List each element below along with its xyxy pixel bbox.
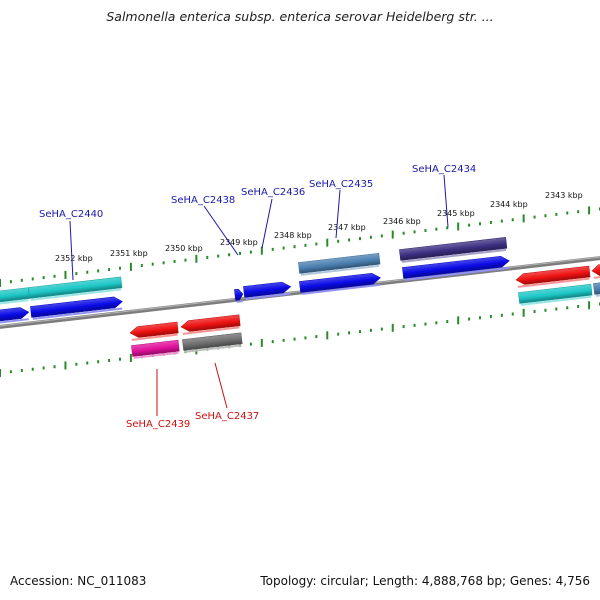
cyan-gene-block-rim [520, 295, 592, 306]
gray-gene-block [182, 332, 243, 353]
callout-line [335, 189, 341, 239]
red-gene-arrow-rim [182, 326, 240, 335]
red-gene-arrow-shape [591, 263, 600, 276]
features [0, 237, 600, 359]
steelblue-gene-block-rim [300, 264, 380, 276]
indigo-gene-block-rim [401, 248, 507, 263]
callout-line [261, 198, 273, 249]
red-gene-arrow-shape [180, 314, 241, 332]
blue-gene-arrow [243, 281, 292, 300]
red-gene-arrow [515, 265, 591, 288]
blue-gene-arrow-shape [234, 288, 244, 301]
blue-gene-arrow [402, 255, 510, 281]
steelblue-gene-block-rim [595, 293, 600, 297]
blue-gene-arrow [30, 296, 123, 320]
blue-gene-arrow-shape [243, 281, 292, 298]
gene-label: SeHA_C2439 [126, 419, 190, 430]
red-gene-arrow-rim [131, 333, 178, 341]
gene-label: SeHA_C2438 [171, 195, 235, 206]
cyan-gene-block-rim [30, 288, 122, 301]
cyan-gene-block [28, 276, 123, 301]
red-gene-arrow-rim [517, 277, 590, 288]
callout-line [443, 174, 449, 228]
red-gene-arrow-shape [129, 321, 179, 338]
blue-gene-arrow-rim [32, 307, 123, 320]
cyan-gene-block-shape [28, 276, 123, 299]
tick-label: 2345 kbp [437, 209, 475, 218]
gene-label: SeHA_C2437 [195, 411, 259, 422]
callouts: SeHA_C2440 SeHA_C2438 SeHA_C2436 SeHA_C2435… [39, 164, 476, 430]
cyan-gene-block [0, 287, 30, 305]
tick-label: 2350 kbp [165, 244, 203, 253]
steelblue-gene-block-shape [593, 281, 600, 295]
steelblue-gene-block [298, 253, 381, 276]
tick-label: 2347 kbp [328, 223, 366, 232]
tick-label: 2349 kbp [220, 238, 258, 247]
red-gene-arrow [591, 263, 600, 279]
callout-line [203, 205, 239, 256]
steelblue-gene-block-shape [298, 253, 381, 274]
indigo-gene-block-shape [399, 237, 508, 261]
tick-label: 2348 kbp [274, 231, 312, 240]
callout-line [69, 220, 74, 281]
blue-gene-arrow-rim [0, 318, 29, 324]
red-gene-arrow-rim [593, 275, 600, 279]
gene-label: SeHA_C2434 [412, 164, 476, 175]
gene-label: SeHA_C2440 [39, 209, 103, 220]
map-title: Salmonella enterica subsp. enterica sero… [106, 9, 494, 24]
blue-gene-arrow-shape [299, 272, 381, 293]
gene-label: SeHA_C2435 [309, 179, 373, 190]
callout-line [214, 362, 228, 409]
magenta-gene-block-rim [133, 351, 179, 359]
tick-label: 2351 kbp [110, 249, 148, 258]
blue-gene-arrow-rim [301, 283, 381, 295]
steelblue-gene-block [593, 281, 600, 297]
red-gene-arrow [180, 314, 241, 335]
blue-gene-arrow-shape [0, 307, 30, 322]
tick-label: 2346 kbp [383, 217, 421, 226]
cyan-gene-block-rim [0, 299, 29, 305]
tick-label: 2352 kbp [55, 254, 93, 263]
magenta-gene-block-shape [131, 339, 180, 357]
blue-gene-arrow-shape [402, 255, 510, 279]
red-gene-arrow-shape [515, 265, 591, 285]
red-gene-arrow [129, 321, 179, 341]
cyan-gene-block [518, 283, 593, 306]
accession-label: Accession: NC_011083 [10, 574, 147, 588]
tick-label: 2344 kbp [490, 200, 528, 209]
gray-gene-block-rim [184, 344, 242, 353]
blue-gene-arrow-rim [404, 266, 510, 281]
ruler: 2352 kbp 2351 kbp 2350 kbp 2349 kbp 2348 kbp… [0, 191, 600, 377]
gray-gene-block-shape [182, 332, 243, 351]
blue-gene-arrow-rim [245, 292, 291, 300]
topology-label: Topology: circular; Length: 4,888,768 bp… [260, 574, 590, 588]
blue-gene-arrow-shape [30, 296, 123, 318]
blue-gene-arrow [234, 288, 244, 303]
gene-label: SeHA_C2436 [241, 187, 305, 198]
cyan-gene-block-shape [518, 283, 593, 304]
indigo-gene-block [399, 237, 508, 263]
blue-gene-arrow-rim [236, 300, 243, 303]
tick-label: 2343 kbp [545, 191, 583, 200]
blue-gene-arrow [0, 307, 30, 324]
magenta-gene-block [131, 339, 180, 359]
blue-gene-arrow [299, 272, 381, 295]
